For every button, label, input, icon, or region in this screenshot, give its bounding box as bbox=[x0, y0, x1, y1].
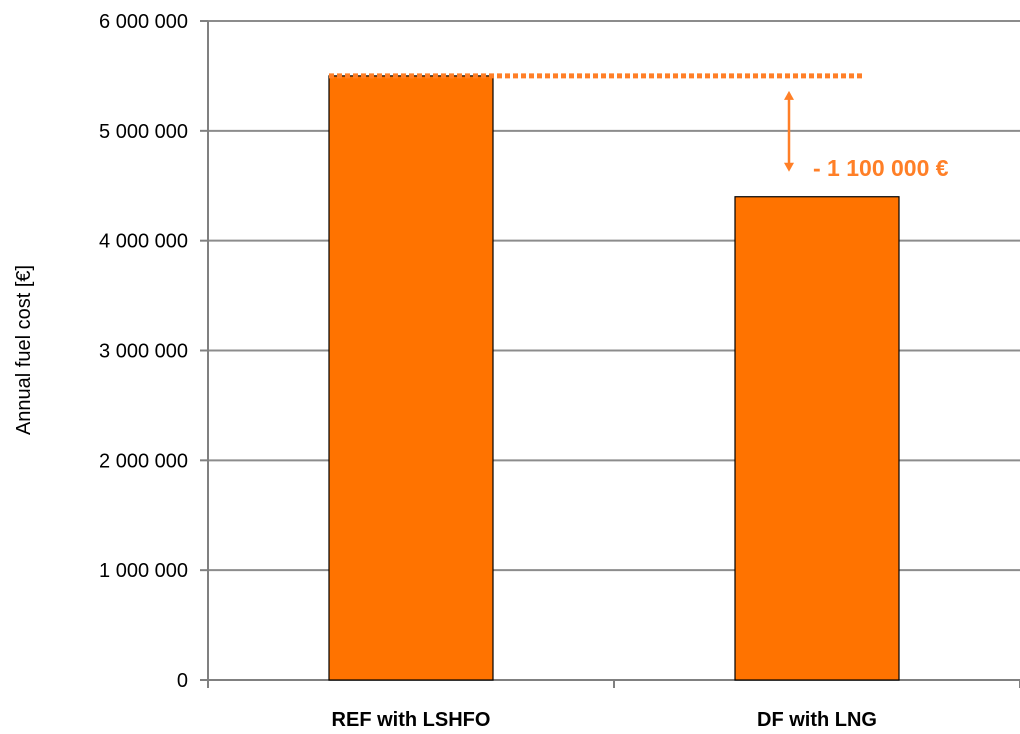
bars bbox=[328, 75, 900, 681]
y-tick-label: 1 000 000 bbox=[99, 560, 188, 582]
y-axis-ticks: 0 1 000 000 2 000 000 3 000 000 4 000 000 5 0… bbox=[99, 11, 208, 692]
difference-label: - 1 100 000 € bbox=[813, 155, 949, 181]
x-axis-labels: REF with LSHFO DF with LNG bbox=[332, 709, 877, 731]
x-category-label: REF with LSHFO bbox=[332, 709, 491, 731]
arrow-head-down-icon bbox=[784, 162, 794, 172]
y-tick-label: 0 bbox=[177, 670, 188, 692]
bar bbox=[734, 196, 900, 681]
bar bbox=[328, 75, 494, 681]
x-category-label: DF with LNG bbox=[757, 709, 877, 731]
y-axis-title: Annual fuel cost [€] bbox=[13, 265, 35, 435]
y-tick-label: 4 000 000 bbox=[99, 231, 188, 253]
y-tick-label: 2 000 000 bbox=[99, 450, 188, 472]
arrow-head-up-icon bbox=[784, 90, 794, 100]
y-tick-label: 6 000 000 bbox=[99, 11, 188, 33]
y-tick-label: 5 000 000 bbox=[99, 121, 188, 143]
y-tick-label: 3 000 000 bbox=[99, 341, 188, 363]
difference-annotation: - 1 100 000 € bbox=[329, 73, 949, 181]
